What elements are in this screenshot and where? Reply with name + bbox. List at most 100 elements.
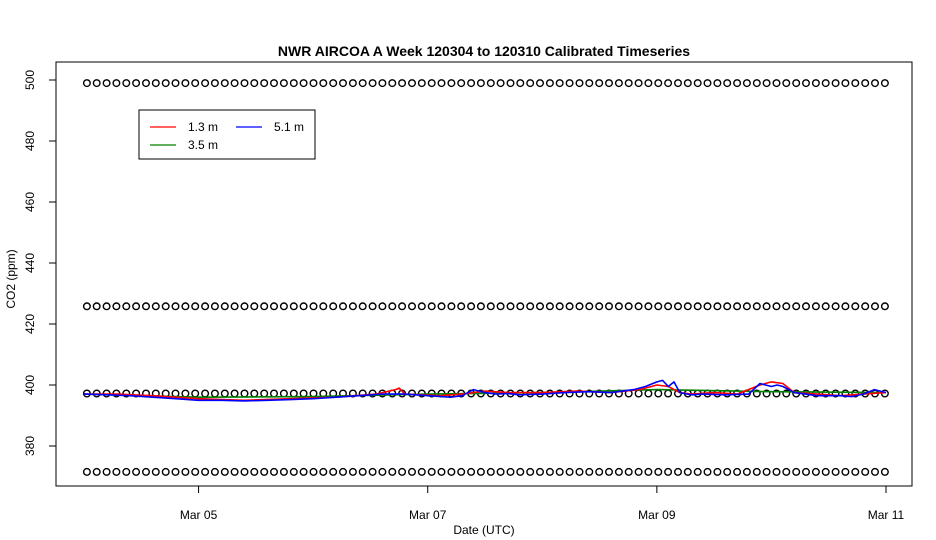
reference-marker	[841, 467, 850, 476]
reference-marker	[821, 79, 830, 88]
reference-marker	[664, 467, 673, 476]
reference-marker	[861, 302, 870, 311]
reference-marker	[821, 389, 830, 398]
reference-marker	[565, 389, 574, 398]
reference-marker	[585, 79, 594, 88]
reference-marker	[634, 467, 643, 476]
reference-marker	[260, 467, 269, 476]
reference-marker	[723, 79, 732, 88]
y-axis: 380 400 420 440 460 480 500	[23, 70, 56, 456]
reference-marker	[664, 389, 673, 398]
reference-marker	[309, 302, 318, 311]
reference-marker	[486, 467, 495, 476]
reference-marker	[270, 389, 279, 398]
plot-frame	[55, 61, 913, 487]
reference-marker	[457, 467, 466, 476]
reference-marker	[92, 79, 101, 88]
reference-marker	[102, 302, 111, 311]
y-tick-label: 500	[23, 70, 37, 90]
reference-marker	[447, 302, 456, 311]
reference-marker	[240, 467, 249, 476]
reference-marker	[506, 467, 515, 476]
reference-marker	[752, 389, 761, 398]
reference-marker	[427, 79, 436, 88]
reference-marker	[555, 79, 564, 88]
reference-marker	[506, 79, 515, 88]
reference-marker	[289, 302, 298, 311]
reference-marker	[299, 467, 308, 476]
reference-marker	[122, 467, 131, 476]
reference-marker	[831, 79, 840, 88]
reference-marker	[693, 467, 702, 476]
reference-marker	[260, 302, 269, 311]
reference-marker	[772, 302, 781, 311]
reference-marker	[772, 467, 781, 476]
reference-marker	[614, 467, 623, 476]
reference-marker	[664, 79, 673, 88]
reference-marker	[496, 79, 505, 88]
reference-marker	[171, 79, 180, 88]
reference-marker	[191, 302, 200, 311]
reference-marker	[802, 79, 811, 88]
reference-marker	[398, 302, 407, 311]
reference-marker	[831, 389, 840, 398]
reference-marker	[348, 467, 357, 476]
y-axis-label: CO2 (ppm)	[4, 249, 18, 308]
reference-marker	[880, 79, 889, 88]
reference-marker	[329, 467, 338, 476]
reference-marker	[132, 467, 141, 476]
reference-marker	[880, 302, 889, 311]
reference-marker	[654, 79, 663, 88]
reference-marker	[112, 302, 121, 311]
reference-marker	[141, 302, 150, 311]
reference-marker	[279, 467, 288, 476]
reference-marker	[634, 302, 643, 311]
reference-marker	[201, 79, 210, 88]
reference-marker	[880, 467, 889, 476]
reference-marker	[181, 467, 190, 476]
reference-marker	[171, 302, 180, 311]
reference-marker	[102, 79, 111, 88]
reference-marker	[585, 467, 594, 476]
reference-marker	[595, 302, 604, 311]
reference-marker	[270, 302, 279, 311]
reference-marker	[408, 302, 417, 311]
reference-marker	[516, 467, 525, 476]
reference-marker	[92, 302, 101, 311]
reference-marker	[614, 302, 623, 311]
reference-marker	[122, 302, 131, 311]
reference-marker	[476, 79, 485, 88]
reference-marker	[851, 467, 860, 476]
reference-marker	[161, 302, 170, 311]
legend-label: 3.5 m	[188, 138, 218, 152]
reference-marker	[752, 79, 761, 88]
reference-marker	[92, 467, 101, 476]
reference-marker	[742, 302, 751, 311]
reference-marker	[260, 389, 269, 398]
x-tick-label: Mar 09	[638, 508, 676, 522]
reference-marker	[250, 302, 259, 311]
reference-marker	[427, 302, 436, 311]
reference-marker	[693, 79, 702, 88]
reference-marker	[654, 302, 663, 311]
reference-marker	[398, 467, 407, 476]
reference-marker	[378, 302, 387, 311]
reference-marker	[861, 467, 870, 476]
reference-marker	[348, 79, 357, 88]
reference-marker	[683, 467, 692, 476]
reference-marker	[703, 302, 712, 311]
reference-marker	[329, 302, 338, 311]
reference-marker	[723, 302, 732, 311]
reference-marker	[733, 302, 742, 311]
reference-marker	[467, 79, 476, 88]
reference-marker	[634, 389, 643, 398]
reference-marker	[270, 467, 279, 476]
reference-marker	[122, 389, 131, 398]
reference-marker	[762, 302, 771, 311]
reference-marker	[605, 302, 614, 311]
y-tick-label: 420	[23, 314, 37, 334]
reference-marker	[516, 302, 525, 311]
reference-marker	[772, 79, 781, 88]
reference-marker	[240, 389, 249, 398]
